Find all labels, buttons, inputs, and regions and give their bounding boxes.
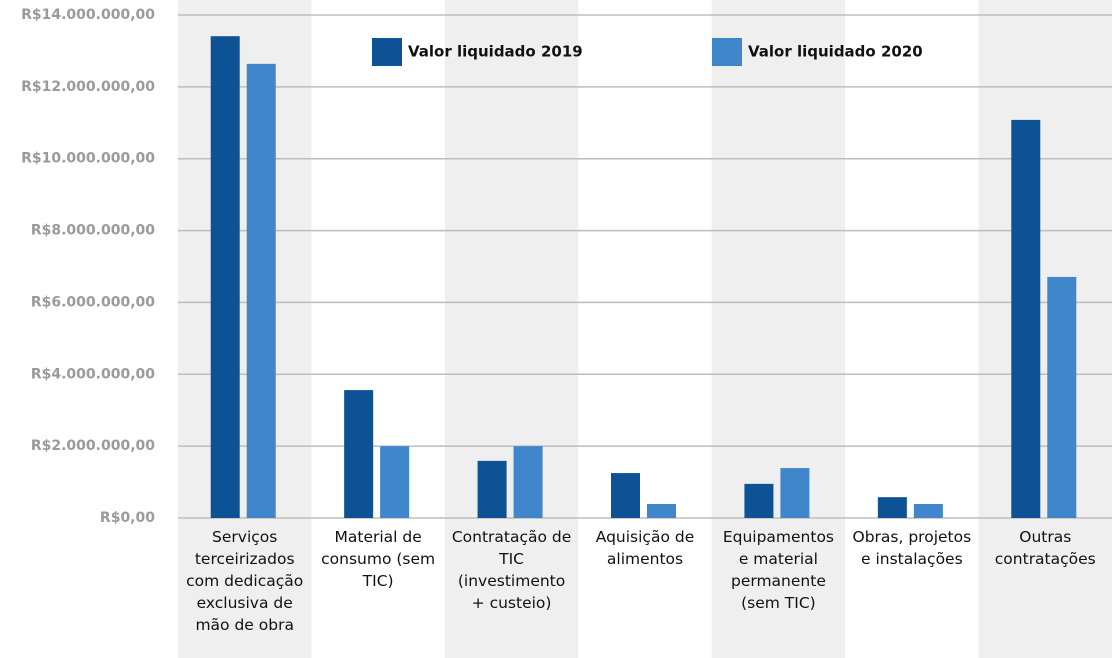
legend-label: Valor liquidado 2020 xyxy=(748,43,923,61)
legend-swatch xyxy=(372,38,402,66)
bar xyxy=(513,446,543,518)
bar xyxy=(210,36,240,519)
legend-label: Valor liquidado 2019 xyxy=(408,43,583,61)
y-tick-label: R$2.000.000,00 xyxy=(31,438,155,454)
bar xyxy=(477,460,507,518)
band xyxy=(978,0,1112,658)
bar xyxy=(380,446,410,518)
x-tick-label: Contratação de TIC (investimento + custe… xyxy=(451,528,572,612)
x-tick-label: Obras, projetos e instalações xyxy=(852,528,972,568)
y-tick-label: R$8.000.000,00 xyxy=(31,223,155,239)
band xyxy=(444,0,579,658)
bar xyxy=(780,468,810,518)
legend-swatch xyxy=(712,38,742,66)
bar xyxy=(744,483,774,518)
x-tick-label: Aquisição de alimentos xyxy=(595,528,695,568)
bar xyxy=(877,497,907,518)
bar xyxy=(913,503,943,518)
bar xyxy=(246,63,276,519)
band xyxy=(711,0,846,658)
bar xyxy=(1011,119,1041,518)
bar xyxy=(611,473,640,518)
bar xyxy=(647,503,676,518)
y-tick-label: R$6.000.000,00 xyxy=(31,294,155,310)
y-tick-label: R$10.000.000,00 xyxy=(21,151,155,167)
y-tick-label: R$0,00 xyxy=(100,510,155,526)
x-tick-label: Outras contratações xyxy=(994,528,1096,568)
bar xyxy=(1047,276,1077,518)
band xyxy=(178,0,312,658)
x-tick-label: Material de consumo (sem TIC) xyxy=(321,528,436,590)
bar xyxy=(344,390,374,518)
y-tick-label: R$4.000.000,00 xyxy=(31,366,155,382)
y-tick-label: R$12.000.000,00 xyxy=(21,79,155,95)
y-tick-label: R$14.000.000,00 xyxy=(21,7,155,23)
x-tick-label: Equipamentos e material permanente (sem … xyxy=(722,528,835,612)
x-tick-label: Serviços terceirizados com dedicação exc… xyxy=(186,528,304,634)
